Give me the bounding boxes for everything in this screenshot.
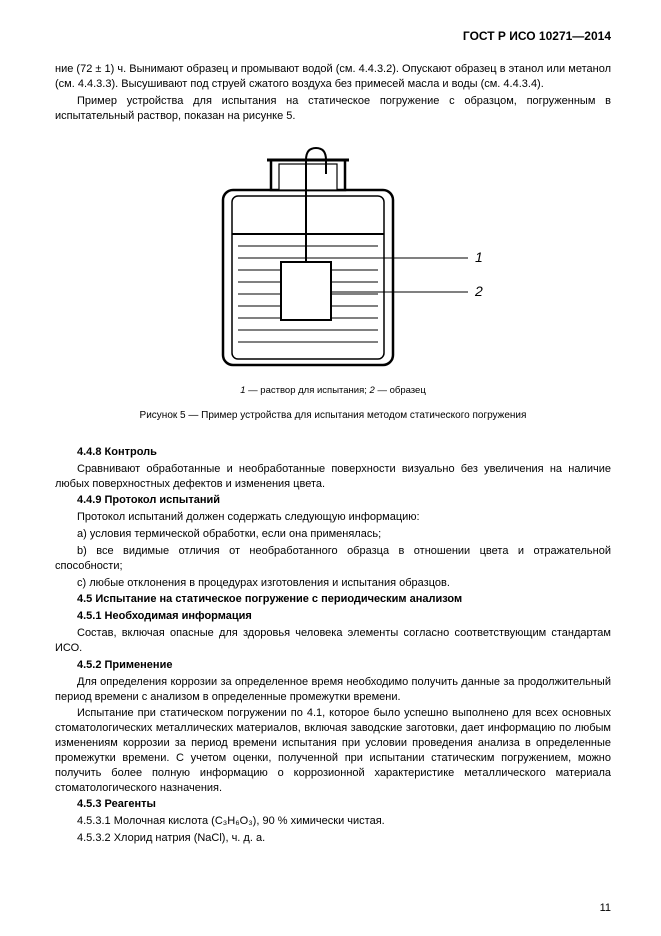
paragraph: Пример устройства для испытания на стати… [55, 94, 611, 124]
paragraph: 4.5.3.1 Молочная кислота (C₃H₆O₃), 90 % … [55, 814, 611, 829]
heading-451: 4.5.1 Необходимая информация [55, 609, 611, 624]
list-item-a: a) условия термической обработки, если о… [55, 527, 611, 542]
paragraph-cont: ние (72 ± 1) ч. Вынимают образец и промы… [55, 62, 611, 92]
list-item-b: b) все видимые отличия от необработанног… [55, 544, 611, 574]
paragraph: Протокол испытаний должен содержать след… [55, 510, 611, 525]
paragraph: Испытание при статическом погружении по … [55, 706, 611, 795]
figure-5: 1 2 [55, 142, 611, 377]
heading-448: 4.4.8 Контроль [55, 445, 611, 460]
doc-header: ГОСТ Р ИСО 10271—2014 [55, 28, 611, 44]
figure-5-svg: 1 2 [163, 142, 503, 377]
legend-text-1: — раствор для испытания; [246, 385, 370, 396]
heading-453: 4.5.3 Реагенты [55, 797, 611, 812]
fig-label-1: 1 [475, 249, 483, 265]
paragraph: 4.5.3.2 Хлорид натрия (NaCl), ч. д. а. [55, 831, 611, 846]
fig-label-2: 2 [474, 283, 483, 299]
page: ГОСТ Р ИСО 10271—2014 ние (72 ± 1) ч. Вы… [0, 0, 661, 936]
figure-5-caption: Рисунок 5 — Пример устройства для испыта… [55, 409, 611, 423]
list-item-c: c) любые отклонения в процедурах изготов… [55, 576, 611, 591]
paragraph: Для определения коррозии за определенное… [55, 675, 611, 705]
paragraph: Состав, включая опасные для здоровья чел… [55, 626, 611, 656]
figure-5-legend: 1 — раствор для испытания; 2 — образец [55, 385, 611, 398]
heading-45: 4.5 Испытание на статическое погружение … [55, 592, 611, 607]
heading-452: 4.5.2 Применение [55, 658, 611, 673]
paragraph: Сравнивают обработанные и необработанные… [55, 462, 611, 492]
page-number: 11 [600, 901, 611, 916]
legend-text-2: — образец [375, 385, 426, 396]
heading-449: 4.4.9 Протокол испытаний [55, 493, 611, 508]
